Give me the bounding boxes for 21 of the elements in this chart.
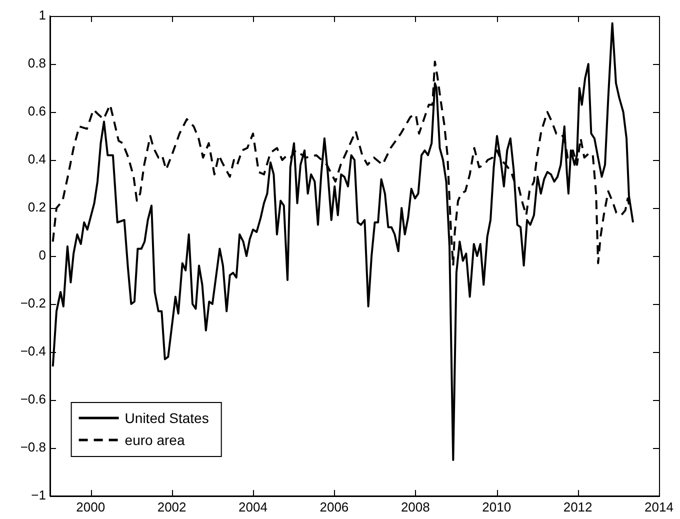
x-tick-label: 2002 <box>157 499 186 514</box>
y-tick-label: 1 <box>38 8 46 23</box>
y-tick-label: 0.6 <box>28 104 46 119</box>
x-tick-label: 2000 <box>76 499 106 514</box>
legend-label: euro area <box>124 432 185 448</box>
y-tick-label: −0.8 <box>20 440 46 455</box>
y-tick-label: −0.4 <box>20 344 46 359</box>
y-tick-label: −0.6 <box>20 392 46 407</box>
x-tick-label: 2008 <box>400 499 430 514</box>
y-tick-label: 0 <box>38 248 46 263</box>
x-tick-label: 2004 <box>238 499 268 514</box>
y-tick-label: 0.4 <box>28 152 46 167</box>
x-tick-label: 2010 <box>482 499 512 514</box>
x-tick-label: 2012 <box>563 499 592 514</box>
y-tick-label: −1 <box>31 488 46 503</box>
y-tick-label: 0.8 <box>28 56 46 71</box>
y-tick-label: −0.2 <box>20 296 46 311</box>
legend-label: United States <box>124 410 209 426</box>
y-tick-label: 0.2 <box>28 200 46 215</box>
x-tick-label: 2006 <box>320 499 349 514</box>
x-tick-label: 2014 <box>644 499 674 514</box>
